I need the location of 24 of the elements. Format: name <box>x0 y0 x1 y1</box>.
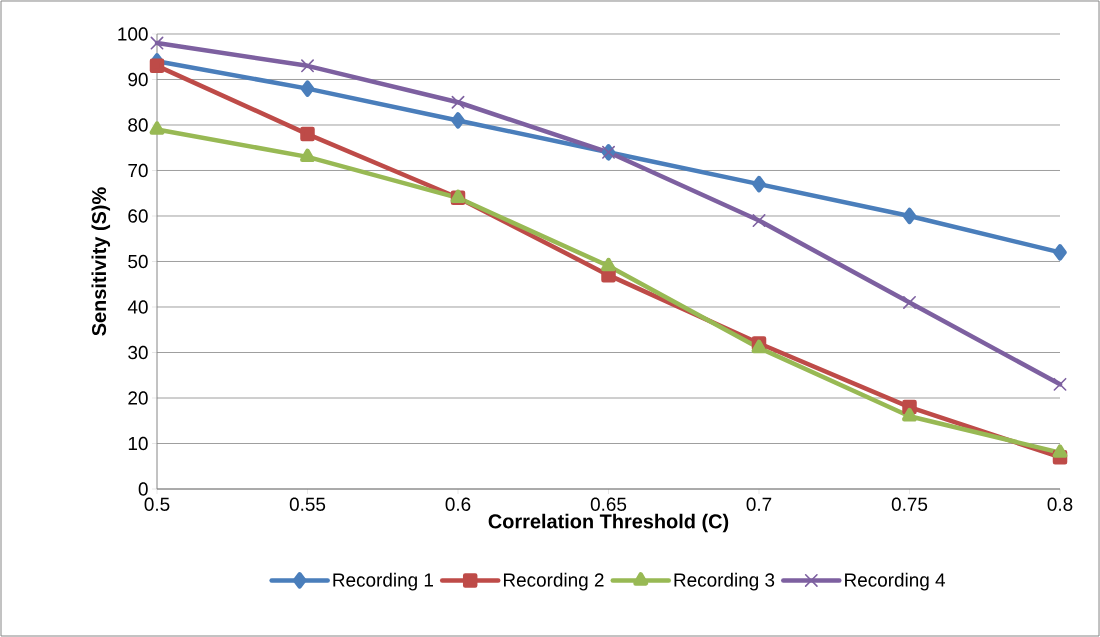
x-axis-title: Correlation Threshold (C) <box>488 513 729 533</box>
y-tick-label: 40 <box>127 300 148 314</box>
legend-label: Recording 4 <box>845 572 946 591</box>
x-tick-label: 0.7 <box>746 497 772 511</box>
y-tick-label: 30 <box>128 345 148 360</box>
x-tick-label: 0.65 <box>590 497 627 511</box>
y-tick-label: 100 <box>118 27 148 41</box>
x-tick-label: 0.8 <box>1047 497 1073 511</box>
legend-label: Recording 1 <box>333 572 433 591</box>
y-tick-label: 20 <box>128 391 148 405</box>
y-tick-label: 80 <box>128 118 148 132</box>
y-tick-label: 10 <box>128 436 148 451</box>
legend-label: Recording 2 <box>503 572 604 591</box>
x-tick-label: 0.6 <box>445 497 471 511</box>
y-axis-title: Sensitivity (S)% <box>91 187 111 336</box>
y-tick-label: 50 <box>128 254 148 269</box>
x-tick-label: 0.55 <box>289 497 326 511</box>
y-tick-label: 90 <box>128 72 148 87</box>
y-tick-label: 0 <box>138 482 148 496</box>
legend-label: Recording 3 <box>674 572 775 591</box>
x-tick-label: 0.75 <box>891 497 928 511</box>
y-tick-label: 60 <box>128 209 148 223</box>
x-tick-label: 0.5 <box>144 497 170 511</box>
y-tick-label: 70 <box>128 163 148 178</box>
